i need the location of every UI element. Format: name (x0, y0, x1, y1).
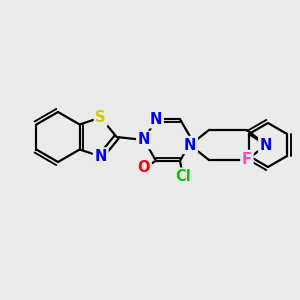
Text: S: S (95, 110, 106, 125)
Text: N: N (94, 149, 107, 164)
Text: N: N (150, 112, 162, 127)
Text: O: O (138, 160, 150, 175)
Text: N: N (138, 133, 150, 148)
Text: F: F (242, 152, 252, 166)
Text: Cl: Cl (175, 169, 191, 184)
Text: N: N (184, 137, 196, 152)
Text: N: N (260, 137, 272, 152)
